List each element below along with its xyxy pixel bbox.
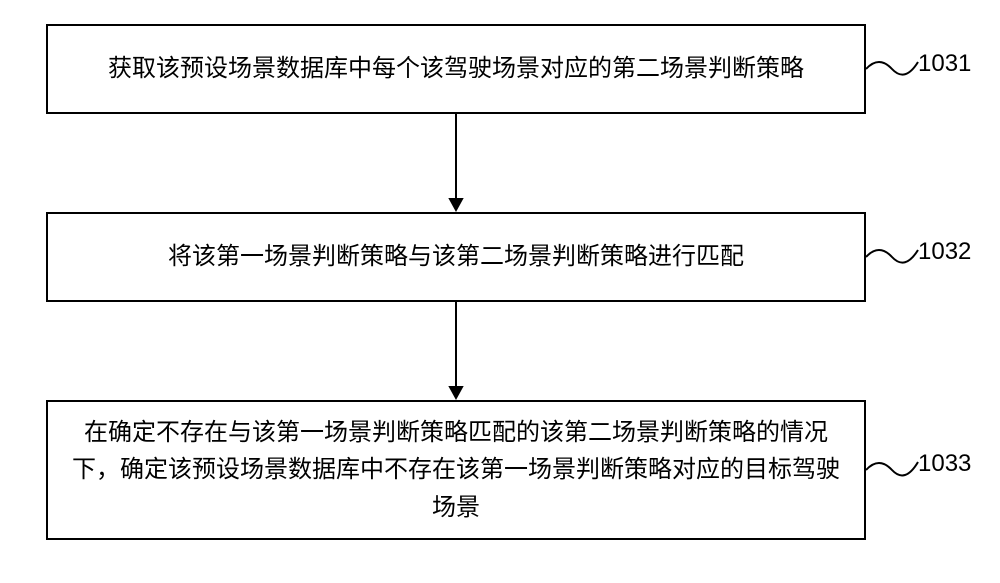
flowchart-canvas: 获取该预设场景数据库中每个该驾驶场景对应的第二场景判断策略1031将该第一场景判… [0,0,1000,583]
flow-arrows [0,0,1000,583]
